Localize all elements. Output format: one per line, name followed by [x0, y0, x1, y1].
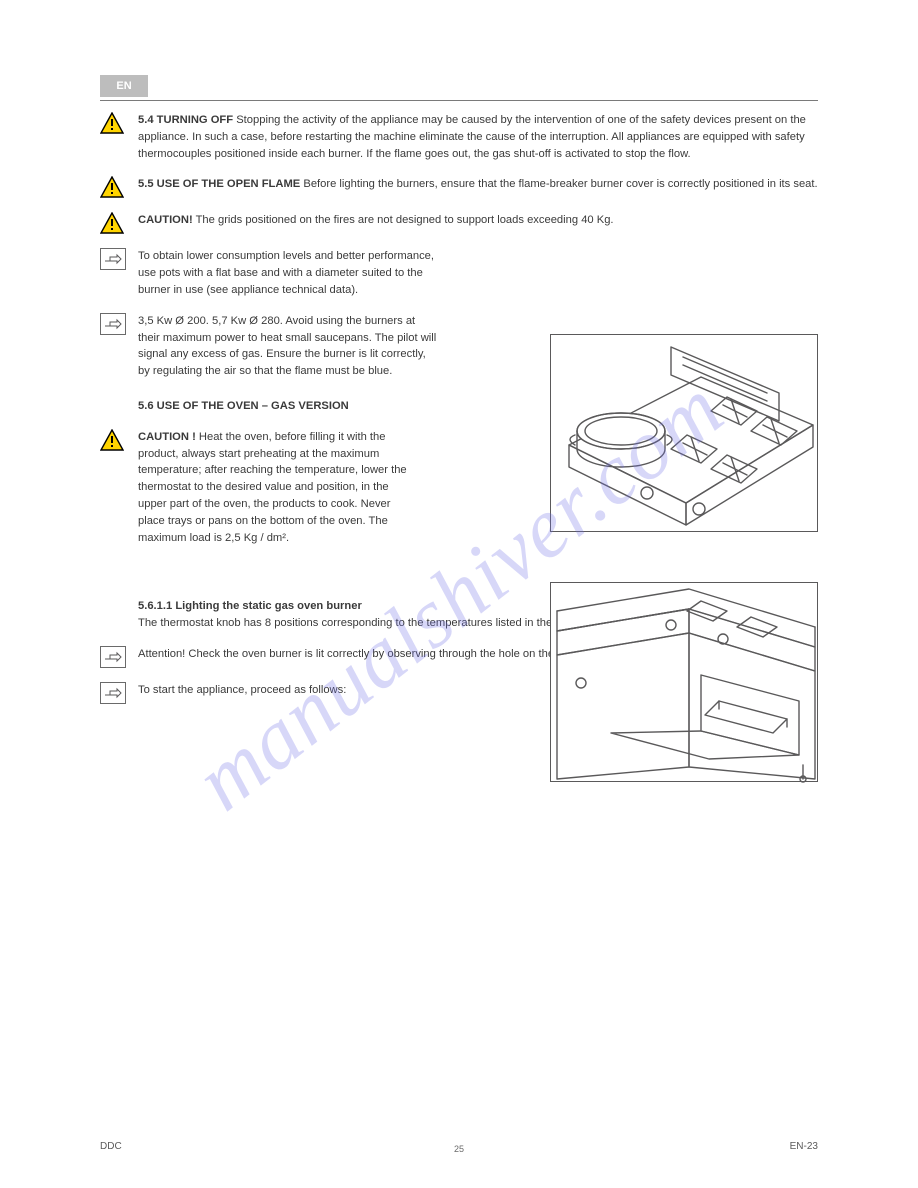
icon-col	[100, 248, 138, 270]
page-number: 25	[454, 1144, 464, 1154]
caution-title: CAUTION !	[138, 431, 196, 443]
section-body: Stopping the activity of the appliance m…	[138, 114, 806, 160]
note-body: 3,5 Kw Ø 200. 5,7 Kw Ø 280. Avoid using …	[138, 315, 436, 377]
note-body: Attention! Check the oven burner is lit …	[138, 648, 609, 660]
hand-point-icon	[103, 252, 123, 266]
text-col: 3,5 Kw Ø 200. 5,7 Kw Ø 280. Avoid using …	[138, 313, 438, 380]
warning-icon	[100, 112, 124, 134]
oven-drawing	[551, 583, 819, 783]
note-body: To start the appliance, proceed as follo…	[138, 684, 346, 696]
section-title: 5.6 USE OF THE OVEN – GAS VERSION	[138, 400, 349, 412]
caution-title: CAUTION!	[138, 214, 193, 226]
footer-right: EN-23	[790, 1141, 818, 1152]
section-title: 5.6.1.1 Lighting the static gas oven bur…	[138, 600, 362, 612]
footer-left: DDC	[100, 1141, 122, 1152]
icon-col	[100, 112, 138, 134]
warning-icon	[100, 176, 124, 198]
text-col: To obtain lower consumption levels and b…	[138, 248, 438, 298]
icon-col	[100, 682, 138, 704]
note-icon	[100, 646, 126, 668]
note-body: To obtain lower consumption levels and b…	[138, 250, 434, 296]
note-icon	[100, 313, 126, 335]
note-block-1: To obtain lower consumption levels and b…	[100, 248, 818, 298]
section-title: 5.4 TURNING OFF	[138, 114, 233, 126]
section-title: 5.5 USE OF THE OPEN FLAME	[138, 178, 300, 190]
note-icon	[100, 682, 126, 704]
lang-code: EN	[116, 80, 131, 92]
icon-col	[100, 176, 138, 198]
hand-point-icon	[103, 317, 123, 331]
cooktop-drawing	[551, 335, 819, 533]
warning-icon	[100, 212, 124, 234]
caution-body: Heat the oven, before filling it with th…	[138, 431, 407, 544]
section-body: Before lighting the burners, ensure that…	[303, 178, 817, 190]
header-rule	[100, 100, 818, 101]
warning-icon	[100, 429, 124, 451]
hand-point-icon	[103, 650, 123, 664]
text-col: CAUTION! The grids positioned on the fir…	[138, 212, 818, 229]
text-col: 5.4 TURNING OFF Stopping the activity of…	[138, 112, 818, 162]
section-5-4: 5.4 TURNING OFF Stopping the activity of…	[100, 112, 818, 162]
lang-badge: EN	[100, 75, 148, 97]
caution-block: CAUTION! The grids positioned on the fir…	[100, 212, 818, 234]
icon-col	[100, 646, 138, 668]
figure-oven	[550, 582, 818, 782]
section-5-5: 5.5 USE OF THE OPEN FLAME Before lightin…	[100, 176, 818, 198]
icon-col	[100, 212, 138, 234]
caution-body: The grids positioned on the fires are no…	[196, 214, 614, 226]
icon-col	[100, 429, 138, 451]
text-col: 5.5 USE OF THE OPEN FLAME Before lightin…	[138, 176, 818, 193]
page: EN manualshiver.com 5.4 TURNING OFF Stop…	[0, 0, 918, 1188]
figure-cooktop	[550, 334, 818, 532]
icon-col	[100, 313, 138, 335]
hand-point-icon	[103, 686, 123, 700]
text-col: CAUTION ! Heat the oven, before filling …	[138, 429, 418, 547]
content: 5.4 TURNING OFF Stopping the activity of…	[100, 112, 818, 718]
note-icon	[100, 248, 126, 270]
